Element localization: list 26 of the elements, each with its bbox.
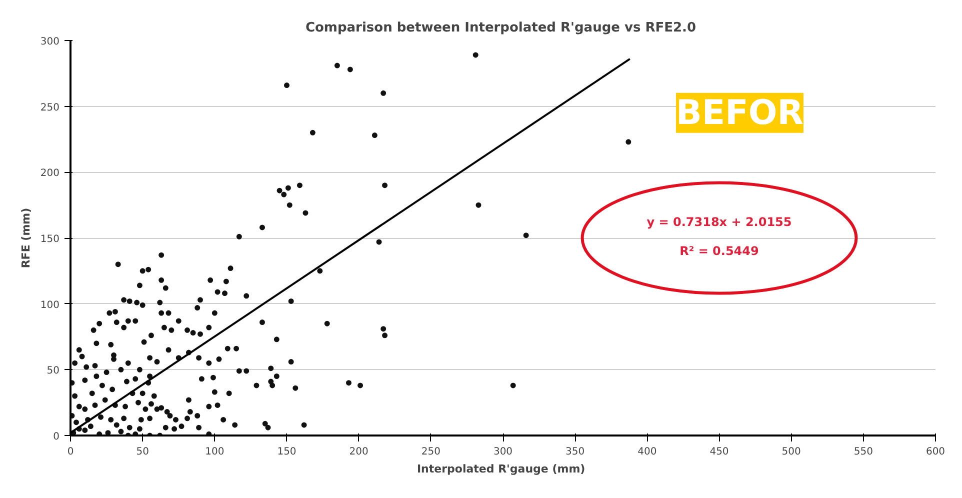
chart-title: Comparison between Interpolated R'gauge vs RFE2.0 [305, 20, 696, 36]
x-tick-label: 250 [421, 446, 440, 458]
x-tick-label: 350 [566, 446, 585, 458]
annotation: y = 0.7318x + 2.0155 [646, 215, 792, 230]
x-tick-label: 150 [277, 446, 296, 458]
x-axis-title: Interpolated R'gauge (mm) [416, 462, 586, 476]
x-tick-label: 200 [349, 446, 368, 458]
y-tick-label: 100 [40, 300, 60, 311]
x-tick-label: 100 [205, 446, 224, 458]
y-tick-label: 150 [40, 234, 60, 245]
x-tick-label: 550 [854, 446, 873, 458]
x-tick-label: 300 [493, 446, 513, 458]
x-tick-label: 50 [136, 446, 149, 458]
y-tick-label: 300 [40, 36, 60, 48]
y-tick-label: 250 [40, 102, 60, 114]
x-tick-label: 0 [67, 446, 74, 458]
x-tick-label: 600 [926, 446, 946, 458]
y-tick-label: 0 [53, 432, 60, 442]
x-tick-label: 450 [710, 446, 729, 458]
annotation: R² = 0.5449 [680, 244, 759, 258]
x-tick-label: 500 [782, 446, 801, 458]
annotation: BEFOR [676, 92, 804, 133]
y-axis-title: RFE (mm) [19, 208, 32, 268]
x-tick-label: 400 [638, 446, 657, 458]
y-tick-label: 200 [40, 168, 60, 180]
y-tick-label: 50 [46, 366, 60, 377]
